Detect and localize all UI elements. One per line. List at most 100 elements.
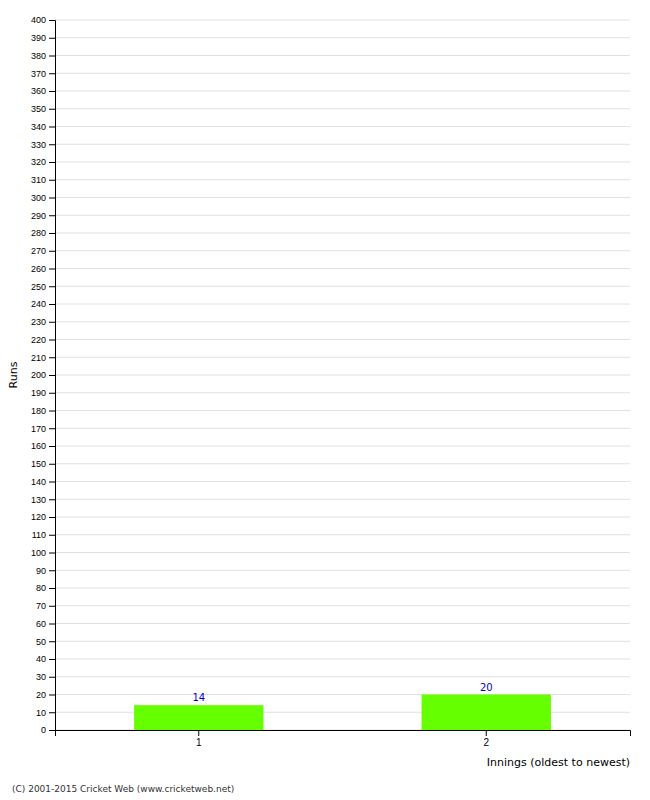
tick-mark bbox=[49, 251, 55, 252]
tick: 110 bbox=[32, 530, 55, 540]
grid-line bbox=[55, 197, 630, 198]
annotation: (C) 2001-2015 Cricket Web (www.cricketwe… bbox=[12, 784, 234, 794]
tick-label: 360 bbox=[31, 86, 46, 96]
tick: 260 bbox=[31, 264, 55, 274]
grid-line bbox=[55, 321, 630, 322]
tick: 360 bbox=[31, 86, 55, 96]
tick-label: 70 bbox=[36, 601, 46, 611]
grid-line bbox=[55, 659, 630, 660]
grid-line bbox=[55, 144, 630, 145]
tick-mark bbox=[49, 553, 55, 554]
grid-line bbox=[55, 268, 630, 269]
grid-line bbox=[55, 463, 630, 464]
grid-line bbox=[55, 55, 630, 56]
tick-mark bbox=[49, 464, 55, 465]
tick-label: 260 bbox=[31, 264, 46, 274]
y-axis-label: Runs bbox=[7, 361, 20, 388]
tick-mark bbox=[49, 659, 55, 660]
tick: 210 bbox=[31, 353, 55, 363]
tick: 1 bbox=[196, 730, 202, 748]
grid-line bbox=[55, 552, 630, 553]
tick-label: 170 bbox=[31, 424, 46, 434]
tick: 200 bbox=[31, 370, 55, 380]
tick: 380 bbox=[31, 51, 55, 61]
tick: 270 bbox=[31, 246, 55, 256]
tick-label: 310 bbox=[31, 175, 46, 185]
tick: 130 bbox=[31, 495, 55, 505]
grid-line bbox=[55, 286, 630, 287]
tick-label: 0 bbox=[41, 725, 46, 735]
tick: 80 bbox=[36, 583, 55, 593]
tick-label: 40 bbox=[36, 654, 46, 664]
tick-mark bbox=[49, 375, 55, 376]
tick: 2 bbox=[483, 730, 489, 748]
tick-mark bbox=[49, 446, 55, 447]
grid-line bbox=[55, 605, 630, 606]
tick-label: 2 bbox=[483, 737, 489, 748]
tick-label: 220 bbox=[31, 335, 46, 345]
grid-line bbox=[55, 517, 630, 518]
tick-mark bbox=[49, 180, 55, 181]
tick: 0 bbox=[41, 725, 55, 735]
tick-mark bbox=[49, 695, 55, 696]
tick-mark bbox=[49, 641, 55, 642]
tick: 120 bbox=[31, 512, 55, 522]
tick: 370 bbox=[31, 69, 55, 79]
grid-line bbox=[55, 570, 630, 571]
x-axis-label: Innings (oldest to newest) bbox=[487, 756, 630, 769]
tick-mark bbox=[49, 304, 55, 305]
tick-mark bbox=[49, 73, 55, 74]
tick-label: 370 bbox=[31, 69, 46, 79]
grid-line bbox=[55, 73, 630, 74]
tick-mark bbox=[49, 357, 55, 358]
tick: 320 bbox=[31, 157, 55, 167]
tick-label: 50 bbox=[36, 637, 46, 647]
tick-label: 250 bbox=[31, 282, 46, 292]
grid-line bbox=[55, 392, 630, 393]
tick-mark bbox=[49, 215, 55, 216]
grid-line bbox=[55, 410, 630, 411]
tick-label: 340 bbox=[31, 122, 46, 132]
tick-mark bbox=[49, 428, 55, 429]
grid-line bbox=[55, 20, 630, 21]
tick-label: 60 bbox=[36, 619, 46, 629]
tick: 220 bbox=[31, 335, 55, 345]
tick: 250 bbox=[31, 282, 55, 292]
tick-label: 30 bbox=[36, 672, 46, 682]
tick-mark bbox=[49, 38, 55, 39]
grid-line bbox=[55, 126, 630, 127]
tick-mark bbox=[49, 322, 55, 323]
tick-label: 200 bbox=[31, 370, 46, 380]
grid-line bbox=[55, 233, 630, 234]
tick: 140 bbox=[31, 477, 55, 487]
grid-line bbox=[55, 91, 630, 92]
tick: 30 bbox=[36, 672, 55, 682]
tick: 180 bbox=[31, 406, 55, 416]
tick-mark bbox=[49, 198, 55, 199]
grid-line bbox=[55, 446, 630, 447]
grid-line bbox=[55, 179, 630, 180]
tick-mark bbox=[49, 712, 55, 713]
tick-mark bbox=[49, 286, 55, 287]
grid-line bbox=[55, 641, 630, 642]
tick: 40 bbox=[36, 654, 55, 664]
grid-line bbox=[55, 588, 630, 589]
axis-domain bbox=[56, 731, 631, 737]
x-axis: 12 bbox=[56, 730, 631, 748]
tick: 280 bbox=[31, 228, 55, 238]
tick-mark bbox=[49, 340, 55, 341]
tick-mark bbox=[49, 606, 55, 607]
tick-mark bbox=[49, 56, 55, 57]
tick-label: 230 bbox=[31, 317, 46, 327]
tick-label: 240 bbox=[31, 299, 46, 309]
tick-mark bbox=[49, 109, 55, 110]
data-label: 14 bbox=[192, 692, 205, 703]
grid-line bbox=[55, 481, 630, 482]
grid-line bbox=[55, 250, 630, 251]
tick-mark bbox=[49, 162, 55, 163]
tick-label: 110 bbox=[32, 530, 46, 540]
grid-line bbox=[55, 162, 630, 163]
plot-area: 0102030405060708090100110120130140150160… bbox=[7, 15, 631, 769]
tick-label: 210 bbox=[31, 353, 46, 363]
bar bbox=[422, 695, 551, 731]
